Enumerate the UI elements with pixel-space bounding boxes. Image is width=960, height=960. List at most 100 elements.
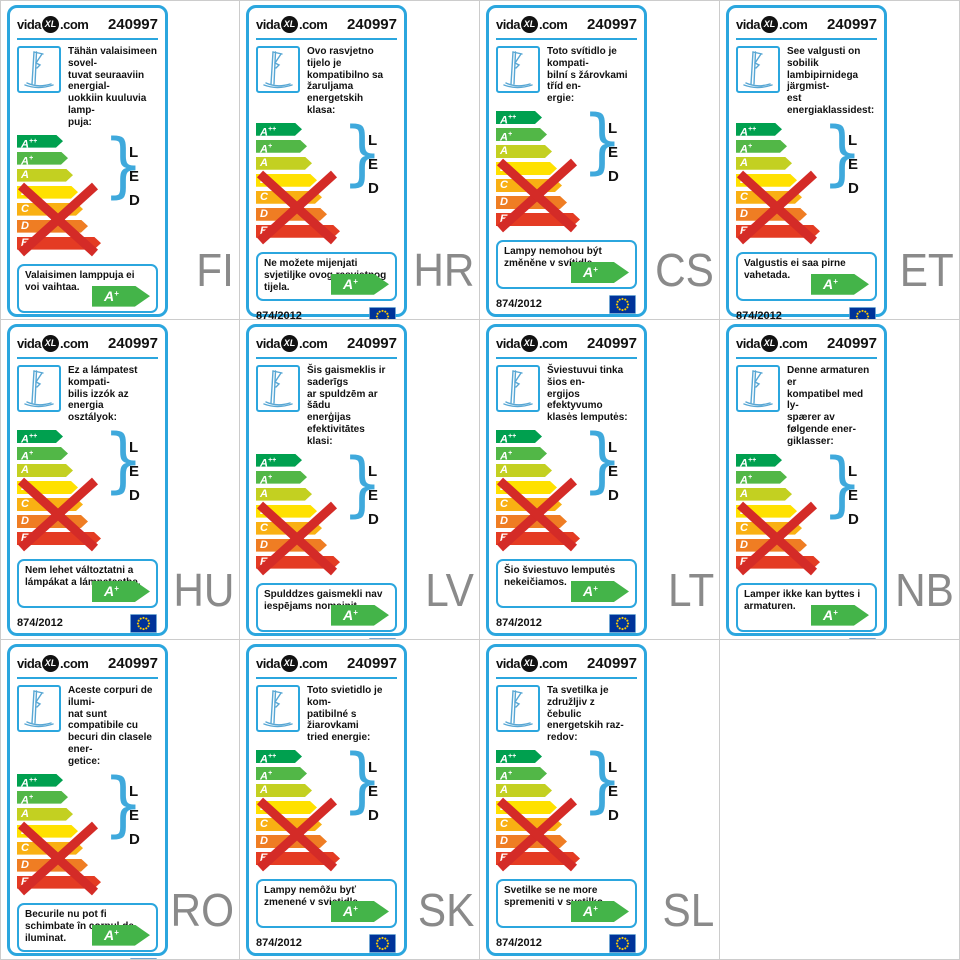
logo-text-com: .com	[299, 655, 328, 671]
compatibility-text: Denne armaturen er kompatibel med ly- sp…	[787, 365, 870, 447]
replacement-note-box: Ne možete mijenjati svjetiljke ovog rasv…	[256, 251, 397, 301]
badge-plus: +	[353, 277, 358, 287]
led-brace: }	[342, 442, 383, 525]
badge-letter: A	[583, 264, 594, 281]
label-footer: 874/2012	[496, 614, 637, 633]
language-code: HR	[412, 244, 474, 296]
energy-bar-A+: A+	[496, 447, 547, 460]
badge-letter: A	[583, 583, 594, 600]
info-row: Šviestuvui tinka šios en- ergijos efekty…	[496, 365, 637, 424]
energy-class-letter: A+	[260, 142, 273, 156]
logo-text-com: .com	[60, 655, 89, 671]
energy-label: vida XL .com 240997	[7, 5, 168, 319]
vidaxl-logo: vida XL .com	[17, 15, 89, 33]
a-plus-badge: A +	[811, 273, 869, 295]
led-letter-e: E	[129, 462, 141, 480]
logo-text-vida: vida	[17, 655, 42, 671]
energy-bar-A: A	[256, 488, 312, 501]
energy-bar-A++: A++	[256, 123, 302, 136]
energy-class-letter: E	[740, 555, 748, 568]
energy-class-letter: C	[740, 521, 748, 534]
compatibility-text: Aceste corpuri de ilumi- nat sunt compat…	[68, 685, 153, 767]
energy-bar-A+: A+	[496, 128, 547, 141]
language-code: HU	[172, 564, 234, 616]
lamp-icon	[496, 365, 540, 412]
eu-flag-icon	[609, 934, 636, 953]
led-text: L E D	[129, 144, 141, 209]
led-text: L E D	[608, 120, 620, 185]
red-cross-icon	[496, 158, 578, 233]
replacement-note: Nem lehet változtatni a lámpákat a lámpa…	[25, 564, 141, 588]
xl-logo-mark-icon: XL	[281, 654, 299, 672]
energy-bar-A+: A+	[17, 152, 68, 165]
energy-class-letter: A	[21, 463, 29, 476]
red-cross-icon	[256, 797, 338, 872]
energy-class-letter: A	[21, 168, 29, 181]
label-header: vida XL .com 240997	[496, 332, 637, 354]
badge-letter: A	[343, 276, 354, 293]
xl-logo-mark-icon: XL	[761, 15, 779, 33]
label-cell: vida XL .com 240997	[240, 320, 480, 640]
info-row: Tähän valaisimeen sovel- tuvat seuraavii…	[17, 46, 158, 129]
info-row: Ta svetilka je združljiv z čebulic energ…	[496, 685, 637, 744]
lamp-icon	[496, 685, 540, 732]
energy-class-letter: A+	[740, 473, 753, 487]
energy-bar-A: A	[256, 784, 312, 797]
energy-class-letter: C	[260, 817, 268, 830]
lamp-icon	[256, 685, 300, 732]
vidaxl-logo: vida XL .com	[736, 15, 808, 33]
logo-text-com: .com	[60, 16, 89, 32]
vidaxl-logo: vida XL .com	[496, 334, 568, 352]
energy-class-letter: A	[260, 487, 268, 500]
energy-class-letter: D	[500, 514, 508, 527]
energy-class-letter: C	[21, 497, 29, 510]
xl-logo-mark-icon: XL	[521, 654, 539, 672]
a-plus-badge: A +	[571, 580, 629, 602]
led-letter-d: D	[608, 486, 620, 504]
energy-class-letter: A	[500, 144, 508, 157]
badge-plus: +	[593, 265, 598, 275]
compatibility-text: Šviestuvui tinka šios en- ergijos efekty…	[547, 365, 628, 424]
eu-stars	[375, 309, 390, 319]
replacement-note-box: Spulddzes gaismekli nav iespējams nomain…	[256, 582, 397, 632]
energy-class-letter: C	[500, 817, 508, 830]
led-letter-e: E	[368, 486, 380, 504]
energy-class-letter: A+	[21, 154, 34, 168]
replacement-note-box: Nem lehet változtatni a lámpákat a lámpa…	[17, 558, 158, 608]
label-cell: vida XL .com 240997	[0, 320, 240, 640]
energy-class-letter: A++	[500, 752, 517, 766]
energy-class-letter: A++	[500, 113, 517, 127]
energy-class-letter: C	[500, 497, 508, 510]
badge-letter: A	[343, 903, 354, 920]
compatibility-text: Toto svítidlo je kompati- bilní s žárovk…	[547, 46, 628, 105]
energy-bar-A: A	[17, 169, 73, 182]
header-divider	[496, 677, 637, 679]
lamp-icon	[17, 685, 61, 732]
red-cross-icon	[17, 477, 99, 552]
energy-class-letter: D	[260, 207, 268, 220]
xl-logo-mark-icon: XL	[42, 654, 60, 672]
lamp-icon	[496, 46, 540, 93]
energy-class-letter: E	[500, 531, 508, 544]
badge-letter: A	[823, 607, 834, 624]
compatibility-text: Ovo rasvjetno tijelo je kompatibilno sa …	[307, 46, 384, 116]
energy-scale: A++A+ABCDE } L E D	[496, 742, 637, 874]
label-header: vida XL .com 240997	[256, 13, 397, 35]
led-letter-d: D	[608, 806, 620, 824]
led-letter-d: D	[129, 191, 141, 209]
led-text: L E D	[368, 463, 380, 528]
energy-class-letter: D	[21, 858, 29, 871]
label-header: vida XL .com 240997	[736, 13, 877, 35]
energy-class-letter: A++	[260, 456, 277, 470]
vidaxl-logo: vida XL .com	[256, 334, 328, 352]
energy-class-letter: A++	[500, 432, 517, 446]
lamp-icon	[256, 46, 300, 93]
energy-label: vida XL .com 240997	[246, 324, 407, 639]
logo-text-vida: vida	[496, 16, 521, 32]
energy-scale: A++A+ABCDE } L E D	[736, 115, 877, 247]
energy-class-letter: D	[21, 514, 29, 527]
eu-flag-icon	[609, 614, 636, 633]
led-letter-l: L	[608, 758, 619, 776]
energy-class-letter: D	[740, 207, 748, 220]
product-number: 240997	[107, 654, 158, 672]
